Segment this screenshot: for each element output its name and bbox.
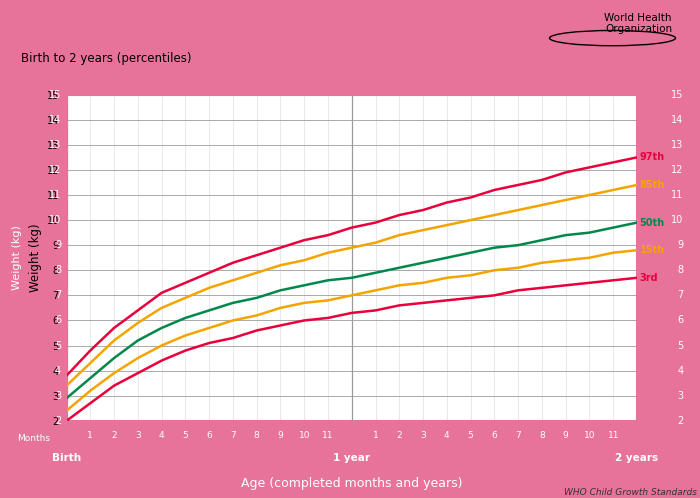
Text: 5: 5 [55, 341, 61, 351]
Text: 3: 3 [678, 391, 683, 401]
Text: 14: 14 [671, 115, 683, 124]
Text: 10: 10 [671, 215, 683, 225]
Text: 7: 7 [230, 431, 236, 440]
Text: Birth to 2 years (percentiles): Birth to 2 years (percentiles) [21, 52, 192, 66]
Text: 15: 15 [671, 90, 683, 100]
Text: 5: 5 [678, 341, 683, 351]
Text: 15: 15 [49, 90, 61, 100]
Text: WHO Child Growth Standards: WHO Child Growth Standards [564, 488, 696, 497]
Text: 6: 6 [491, 431, 497, 440]
Text: 12: 12 [49, 165, 61, 175]
Text: Age (completed months and years): Age (completed months and years) [241, 477, 463, 490]
Text: 97th: 97th [640, 152, 664, 162]
Text: 3rd: 3rd [640, 273, 658, 283]
Text: 11: 11 [608, 431, 619, 440]
Text: 4: 4 [444, 431, 449, 440]
Text: 9: 9 [563, 431, 568, 440]
Text: 9: 9 [55, 240, 61, 250]
Text: 1: 1 [372, 431, 379, 440]
Text: 11: 11 [49, 190, 61, 200]
Text: 8: 8 [254, 431, 260, 440]
Text: 13: 13 [49, 140, 61, 150]
Text: 1 year: 1 year [333, 453, 370, 463]
Text: World Health
Organization: World Health Organization [605, 12, 672, 34]
Text: 7: 7 [678, 290, 683, 300]
Text: 2: 2 [55, 416, 61, 426]
Text: 7: 7 [515, 431, 521, 440]
Text: Months: Months [17, 434, 50, 443]
Text: 9: 9 [278, 431, 284, 440]
Text: 6: 6 [55, 315, 61, 326]
Text: 2: 2 [111, 431, 117, 440]
Text: 10: 10 [584, 431, 595, 440]
Text: 12: 12 [671, 165, 683, 175]
Text: 50th: 50th [640, 218, 664, 228]
Text: Weight (kg): Weight (kg) [12, 225, 22, 290]
Text: 3: 3 [420, 431, 426, 440]
Text: 11: 11 [322, 431, 334, 440]
Text: 10: 10 [49, 215, 61, 225]
Text: 2 years: 2 years [615, 453, 659, 463]
Text: 9: 9 [678, 240, 683, 250]
Text: 10: 10 [298, 431, 310, 440]
Text: 2: 2 [678, 416, 683, 426]
Text: 1: 1 [88, 431, 93, 440]
Text: 11: 11 [671, 190, 683, 200]
Text: 8: 8 [539, 431, 545, 440]
Text: 3: 3 [135, 431, 141, 440]
Text: 8: 8 [55, 265, 61, 275]
Text: 5: 5 [468, 431, 473, 440]
Text: 2: 2 [396, 431, 402, 440]
Text: 85th: 85th [640, 180, 665, 190]
Text: 15th: 15th [640, 245, 664, 255]
Text: 8: 8 [678, 265, 683, 275]
Text: 4: 4 [678, 366, 683, 375]
Text: 6: 6 [206, 431, 212, 440]
Text: Birth: Birth [52, 453, 81, 463]
Text: 13: 13 [671, 140, 683, 150]
Text: 6: 6 [678, 315, 683, 326]
Text: 14: 14 [49, 115, 61, 124]
Y-axis label: Weight (kg): Weight (kg) [29, 224, 42, 292]
Text: 4: 4 [55, 366, 61, 375]
Text: 3: 3 [55, 391, 61, 401]
Text: 4: 4 [159, 431, 164, 440]
Text: 7: 7 [55, 290, 61, 300]
Text: 5: 5 [183, 431, 188, 440]
Text: Weight-for-age GIRLS: Weight-for-age GIRLS [21, 7, 342, 33]
